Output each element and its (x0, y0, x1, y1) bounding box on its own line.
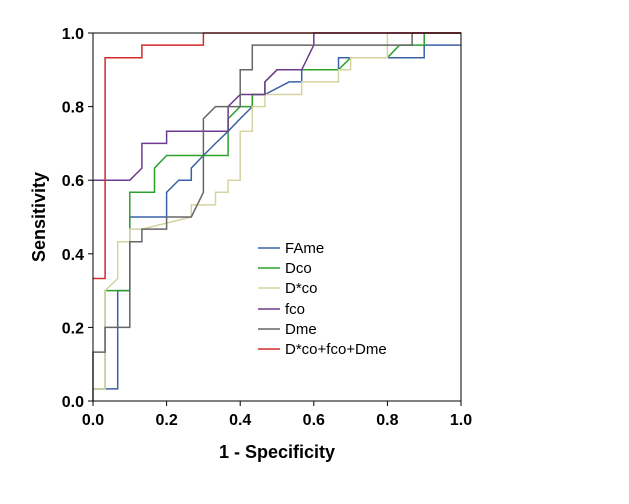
roc-line-d-co (93, 32, 461, 390)
roc-line-fco (93, 32, 461, 181)
legend-label-dco: Dco (285, 260, 312, 277)
legend-label-fco: fco (285, 301, 305, 318)
y-tick-label: 1.0 (62, 26, 84, 43)
y-tick-label: 0.2 (62, 320, 84, 337)
x-axis-ticks: 0.0 0.2 0.4 0.6 0.8 1.0 (82, 401, 472, 429)
legend-label-combined: D*co+fco+Dme (285, 341, 387, 358)
y-axis-title: Sensitivity (29, 172, 49, 262)
x-tick-label: 0.6 (303, 412, 325, 429)
legend-label-dme: Dme (285, 321, 317, 338)
y-tick-label: 0.6 (62, 173, 84, 190)
plot-frame (92, 32, 462, 402)
x-tick-label: 0.8 (376, 412, 398, 429)
x-tick-label: 0.0 (82, 412, 104, 429)
legend: FAme Dco D*co fco Dme D*co+fco+Dme (258, 240, 387, 358)
x-tick-label: 0.4 (229, 412, 251, 429)
roc-line-d-co-fco-dme (93, 32, 461, 280)
y-axis-ticks: 0.0 0.2 0.4 0.6 0.8 1.0 (62, 26, 93, 411)
y-tick-label: 0.8 (62, 100, 84, 117)
y-tick-label: 0.4 (62, 247, 84, 264)
x-tick-label: 1.0 (450, 412, 472, 429)
y-tick-label: 0.0 (62, 394, 84, 411)
roc-line-dme (92, 32, 461, 401)
legend-label-fame: FAme (285, 240, 324, 257)
legend-label-dstarco: D*co (285, 280, 318, 297)
series-layer (92, 32, 461, 401)
roc-line-dco (93, 32, 461, 390)
roc-line-fame (93, 44, 461, 390)
x-axis-title: 1 - Specificity (219, 442, 335, 462)
x-tick-label: 0.2 (155, 412, 177, 429)
